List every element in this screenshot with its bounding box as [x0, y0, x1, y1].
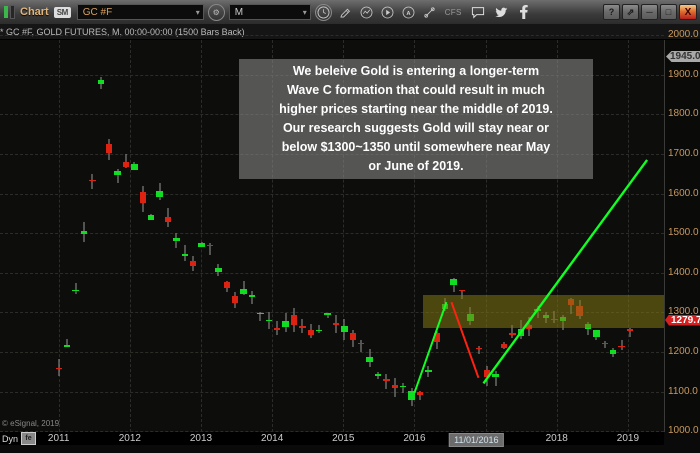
svg-text:A: A [407, 11, 412, 17]
